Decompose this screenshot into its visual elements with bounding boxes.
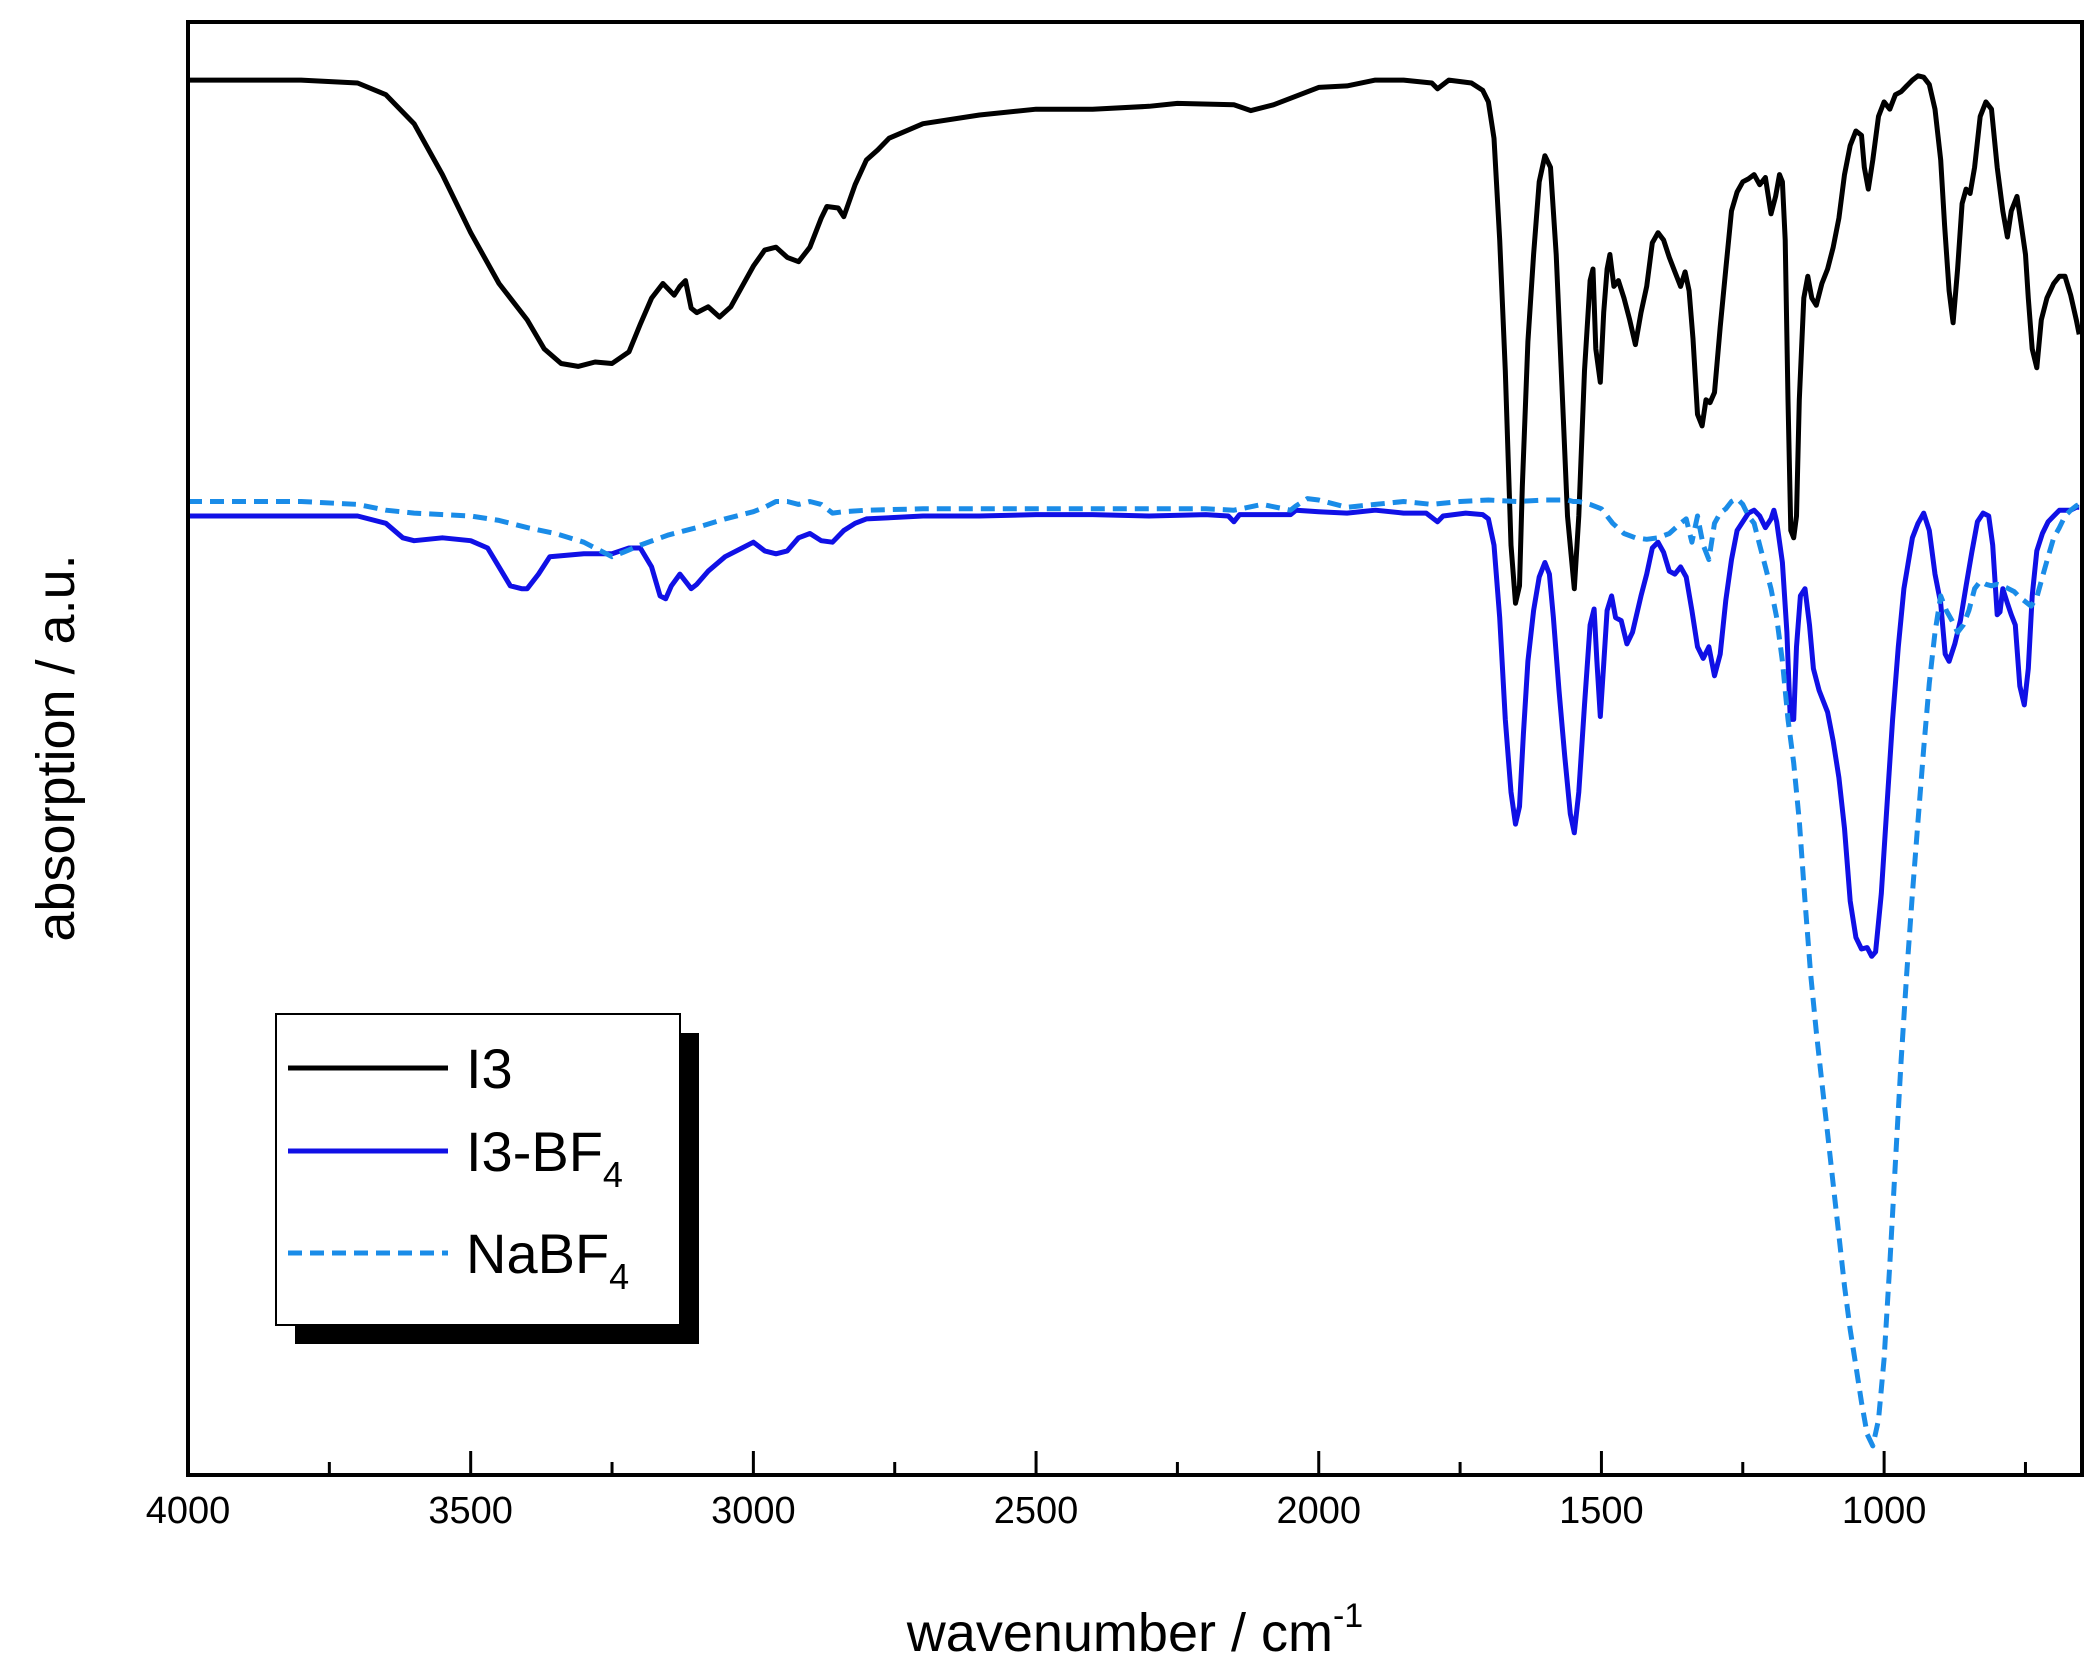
series-line-i3 [188,73,2082,606]
x-axis-title-text: wavenumber / cm [906,1603,1333,1663]
legend-label-text: I3 [466,1037,513,1100]
x-tick-label: 4000 [146,1490,231,1532]
x-tick-label: 3000 [711,1490,796,1532]
legend-label-subscript: 4 [609,1256,629,1297]
plot-area [186,20,2084,1477]
x-axis-tick-labels: 4000 3500 3000 2500 2000 1500 1000 [146,1490,1927,1532]
x-axis-ticks [186,1451,2027,1475]
x-tick-label: 2000 [1276,1490,1361,1532]
legend-label-text: NaBF [466,1222,609,1285]
legend-label-text: I3-BF [466,1120,603,1183]
legend-label: I3-BF4 [466,1120,623,1195]
series-line-nabf4 [188,496,2081,1449]
x-tick-label: 1000 [1842,1490,1927,1532]
legend-label: I3 [466,1037,513,1100]
series-layer [188,73,2082,1449]
legend-label: NaBF4 [466,1222,629,1297]
x-axis-title: wavenumber / cm-1 [906,1597,1363,1663]
x-tick-label: 1500 [1559,1490,1644,1532]
x-tick-label: 2500 [994,1490,1079,1532]
y-axis-title: absorption / a.u. [26,554,86,941]
plot-frame [186,20,2084,1477]
x-axis-title-superscript: -1 [1333,1597,1363,1635]
legend-label-subscript: 4 [603,1154,623,1195]
x-tick-label: 3500 [428,1490,513,1532]
